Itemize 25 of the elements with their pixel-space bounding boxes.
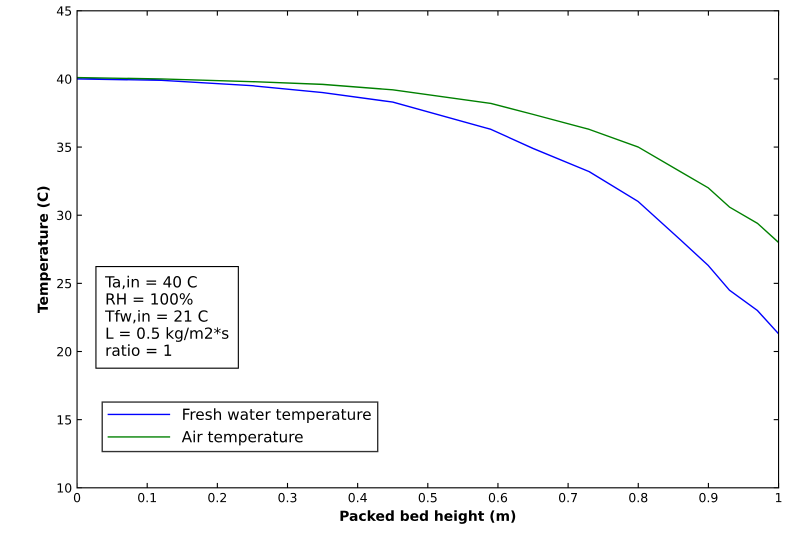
x-tick-label: 0.9: [699, 492, 718, 502]
y-tick-label: 35: [57, 142, 72, 152]
x-tick-label: 0.5: [418, 492, 437, 502]
legend-label: Air temperature: [182, 430, 303, 446]
y-tick-label: 45: [56, 6, 72, 16]
x-tick-label: 0.6: [488, 492, 508, 502]
x-tick-label: 0: [74, 492, 80, 502]
annotation: Ta,in = 40 C RH = 100% Tfw,in = 21 C L = 0.5 kg/m2*s ratio = 1: [105, 276, 228, 356]
legend-label: Fresh water temperature: [183, 408, 371, 423]
y-tick-label: 40: [56, 74, 72, 84]
y-axis-title: Temperature (C): [37, 186, 51, 314]
x-axis-title: Packed bed height (m): [340, 510, 516, 524]
x-tick-label: 0.2: [208, 492, 226, 502]
line-series: [77, 76, 779, 244]
x-tick-label: 0.3: [278, 492, 296, 502]
x-tick-label: 0.4: [348, 492, 367, 502]
x-tick-label: 0.8: [629, 492, 648, 502]
x-tick-label: 1: [776, 493, 782, 502]
y-tick-label: 10: [58, 483, 72, 493]
y-tick-label: 15: [58, 415, 72, 425]
y-tick-label: 20: [57, 346, 72, 356]
y-tick-label: 30: [57, 210, 72, 220]
x-tick-label: 0.1: [138, 492, 156, 502]
x-tick-label: 0.7: [558, 492, 577, 502]
y-tick-label: 25: [57, 278, 72, 288]
